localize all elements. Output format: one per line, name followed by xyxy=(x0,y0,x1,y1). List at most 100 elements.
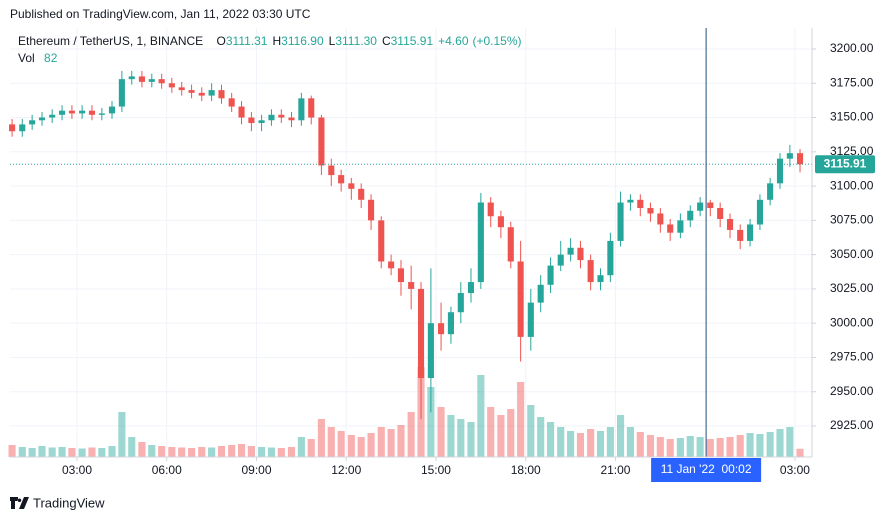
volume-bar xyxy=(706,439,714,457)
candle-body xyxy=(118,79,125,107)
last-price-label: 3115.91 xyxy=(824,156,867,170)
volume-bar xyxy=(237,444,246,457)
candle-body xyxy=(617,202,624,241)
volume-bar xyxy=(557,427,565,457)
candle-body xyxy=(547,265,554,285)
candle-body xyxy=(348,183,355,189)
candle-body xyxy=(288,117,295,121)
x-tick-label: 03:00 xyxy=(780,463,810,477)
volume-bar xyxy=(48,447,56,457)
candle-body xyxy=(258,120,265,124)
y-tick-label: 3025.00 xyxy=(830,281,874,295)
candle-body xyxy=(9,124,16,132)
volume-bar xyxy=(38,446,46,457)
volume-bar xyxy=(68,448,76,457)
candle-body xyxy=(318,117,325,166)
candle-body xyxy=(537,284,544,303)
ohlc-key: C xyxy=(382,34,391,48)
candle-body xyxy=(148,79,155,82)
candle-body xyxy=(79,110,86,114)
candle-body xyxy=(796,153,804,165)
volume-bar xyxy=(267,447,276,457)
volume-bar xyxy=(457,419,465,457)
candle-body xyxy=(308,98,315,118)
candle-body xyxy=(447,312,454,335)
axis-layer: 2925.00 2950.00 2975.00 3000.00 3025.00 3050.… xyxy=(62,41,875,482)
volume-bar xyxy=(307,439,315,457)
volume-bar xyxy=(576,433,585,457)
candle-body xyxy=(278,114,285,118)
brand: TradingView xyxy=(33,495,105,510)
x-tick-label: 21:00 xyxy=(600,463,630,477)
volume-bar xyxy=(776,429,784,457)
volume-bar xyxy=(487,407,495,457)
volume-label: Vol xyxy=(18,51,35,65)
volume-bar xyxy=(786,427,794,457)
volume-bar xyxy=(108,446,116,457)
symbol: Ethereum / TetherUS, 1, BINANCE xyxy=(18,34,203,48)
candle-body xyxy=(438,323,445,335)
volume-bar xyxy=(497,415,505,457)
volume-bar xyxy=(128,437,136,457)
ohlc-key: L xyxy=(329,34,336,48)
volume-bar xyxy=(287,447,296,457)
volume-bar xyxy=(148,445,156,457)
symbol-legend: Ethereum / TetherUS, 1, BINANCE O3111.31… xyxy=(18,34,522,48)
volume-bar xyxy=(327,427,335,457)
change: +4.60 xyxy=(438,34,469,48)
volume-bar xyxy=(696,437,704,457)
volume-bar xyxy=(58,447,66,457)
candle-body xyxy=(238,106,245,118)
candle-body xyxy=(417,288,425,379)
y-tick-label: 3075.00 xyxy=(830,213,874,227)
candle-body xyxy=(218,90,225,99)
volume-bar xyxy=(208,447,216,457)
change-pct: (+0.15%) xyxy=(473,34,522,48)
volume-layer xyxy=(8,367,804,457)
candle-body xyxy=(198,92,205,96)
candle-body xyxy=(338,175,345,184)
candle-body xyxy=(38,117,46,121)
y-tick-label: 3100.00 xyxy=(830,178,874,192)
y-tick-label: 3150.00 xyxy=(830,110,874,124)
candle-body xyxy=(497,216,504,228)
volume-bar xyxy=(546,422,555,457)
x-tick-label: 06:00 xyxy=(152,463,182,477)
published-note: Published on TradingView.com, Jan 11, 20… xyxy=(10,7,311,21)
candle-body xyxy=(168,83,175,88)
candle-body xyxy=(98,113,105,115)
crosshair-label: 11 Jan '22 00:02 xyxy=(661,462,752,476)
tradingview-logo: TradingView xyxy=(10,495,105,510)
candle-body xyxy=(457,293,464,313)
candle-body xyxy=(248,117,255,124)
candle-body xyxy=(178,87,185,91)
volume-bar xyxy=(317,419,325,457)
candle-body xyxy=(378,220,385,262)
volume-bar xyxy=(367,433,375,457)
candle-body xyxy=(577,247,584,261)
candle-body xyxy=(158,79,165,84)
volume-bar xyxy=(616,415,625,457)
candle-body xyxy=(637,199,644,209)
volume-bar xyxy=(178,447,186,457)
candle-body xyxy=(487,202,494,217)
volume-bar xyxy=(626,427,634,457)
y-tick-label: 3000.00 xyxy=(830,315,874,329)
candle-body xyxy=(108,106,116,114)
y-tick-label: 3200.00 xyxy=(830,41,874,55)
volume-bar xyxy=(188,448,196,457)
crosshair-label-box xyxy=(651,458,762,482)
candle-body xyxy=(587,260,594,283)
candle-body xyxy=(567,247,574,255)
candle-body xyxy=(467,282,475,294)
y-tick-label: 3175.00 xyxy=(830,75,874,89)
candle-body xyxy=(517,261,524,337)
volume-bar xyxy=(766,432,774,457)
ohlc-value: 3111.30 xyxy=(335,34,377,48)
candle-body xyxy=(328,165,335,176)
candle-body xyxy=(397,268,405,283)
last-price-box xyxy=(815,155,875,174)
candle-body xyxy=(527,302,534,337)
ohlc-value: 3111.31 xyxy=(226,34,268,48)
